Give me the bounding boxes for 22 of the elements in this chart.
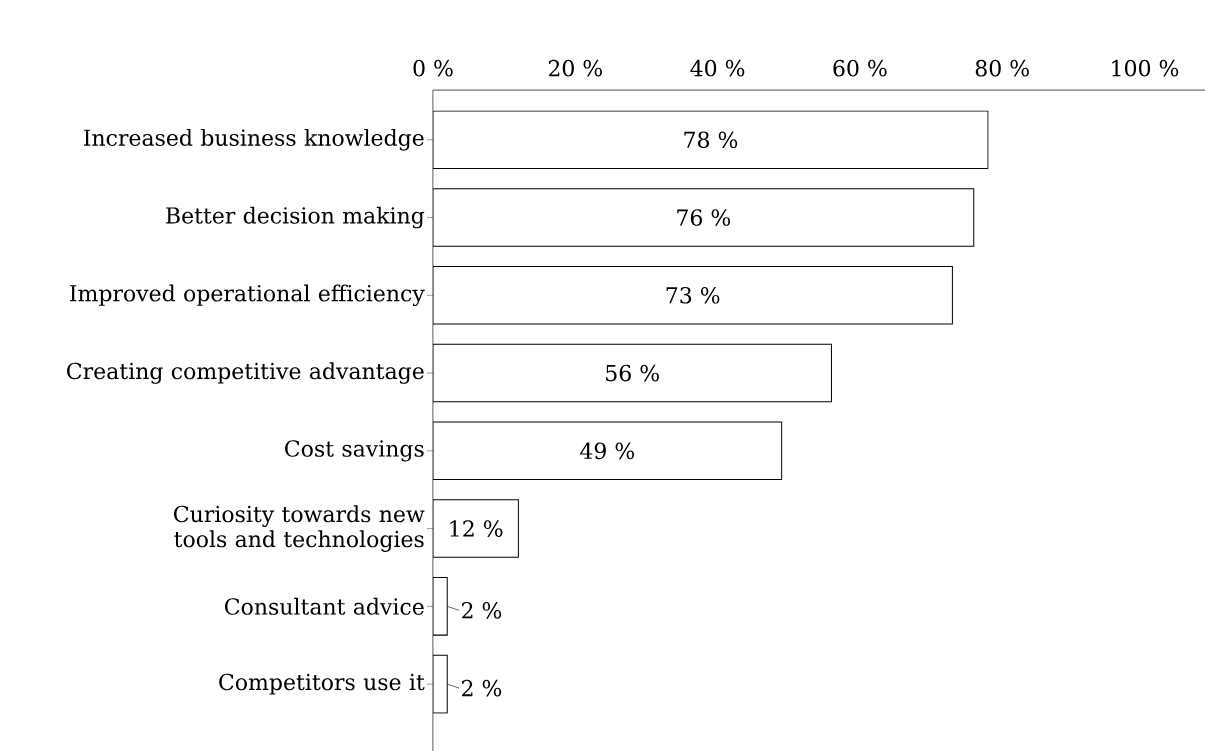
- data-label: 2 %: [462, 679, 502, 697]
- x-tick-label: 80 %: [975, 59, 1029, 77]
- x-tick-label: 60 %: [833, 59, 887, 77]
- x-tick-label: 100 %: [1112, 59, 1179, 77]
- y-tick-label: Curiosity towards new tools and technologies: [174, 505, 425, 552]
- y-tick-label: Cost savings: [285, 440, 424, 462]
- y-tick-label: Improved operational efficiency: [70, 284, 425, 307]
- y-tick-label: Competitors use it: [219, 673, 425, 695]
- data-label: 49 %: [580, 442, 635, 460]
- y-tick-label: Better decision making: [166, 206, 425, 229]
- x-tick-label: 0 %: [413, 59, 453, 77]
- data-label: 56 %: [606, 364, 659, 382]
- x-tick-label: 40 %: [690, 59, 745, 77]
- data-label: 76 %: [677, 209, 731, 226]
- data-label: 2 %: [462, 602, 502, 619]
- data-label: 12 %: [450, 520, 503, 537]
- x-tick-label: 20 %: [548, 59, 603, 77]
- y-tick-label: Consultant advice: [224, 597, 424, 615]
- y-tick-label: Creating competitive advantage: [67, 362, 424, 384]
- data-label: 78 %: [684, 131, 738, 149]
- data-label: 73 %: [666, 286, 720, 304]
- y-tick-label: Increased business knowledge: [83, 128, 424, 151]
